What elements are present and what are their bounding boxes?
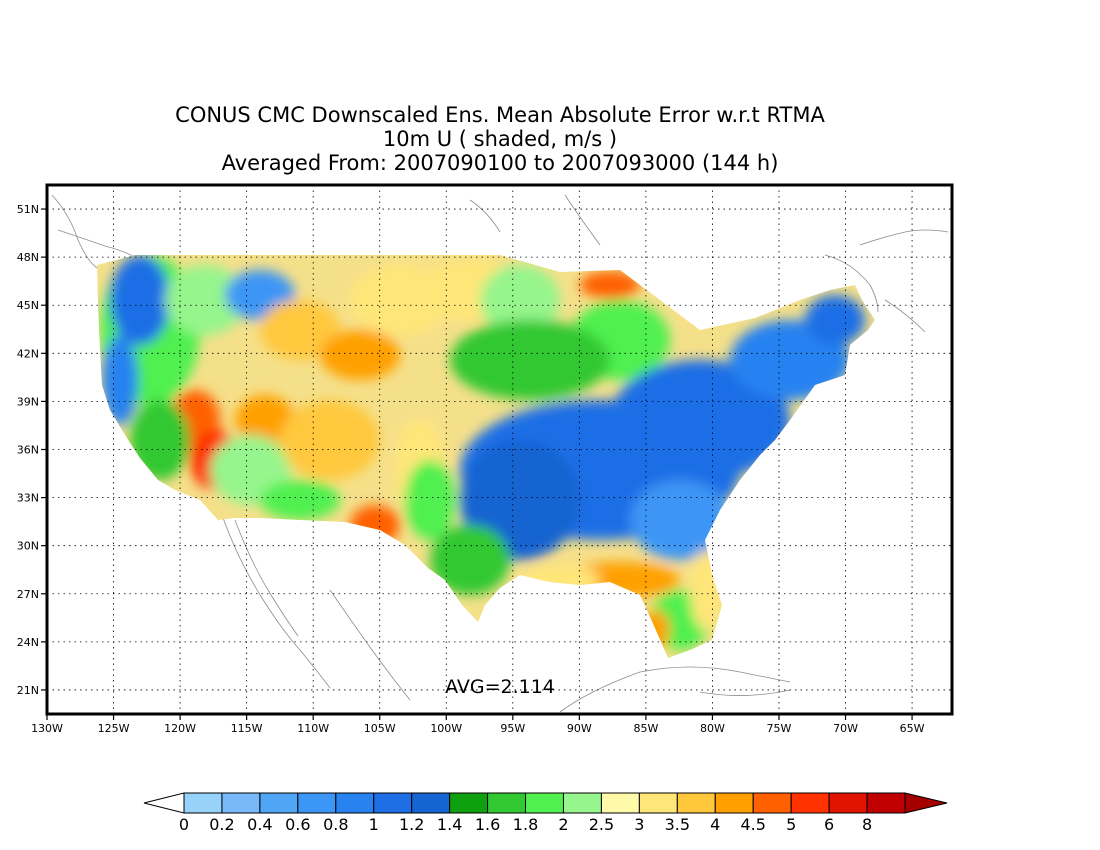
colorbar-swatch — [525, 792, 564, 814]
map-title: CONUS CMC Downscaled Ens. Mean Absolute … — [0, 103, 1000, 175]
lon-tick-label: 120W — [164, 722, 196, 735]
colorbar-swatch — [335, 792, 375, 814]
colorbar-swatch — [790, 792, 830, 814]
lon-tick-label: 130W — [31, 722, 63, 735]
colorbar-swatch — [259, 792, 299, 814]
colorbar-label: 0.4 — [247, 815, 272, 834]
lon-tick-label: 65W — [900, 722, 925, 735]
colorbar-label: 0 — [179, 815, 189, 834]
colorbar-swatch — [676, 792, 716, 814]
colorbar-swatch — [411, 792, 451, 814]
colorbar-label: 1 — [369, 815, 379, 834]
colorbar-label: 3 — [634, 815, 644, 834]
colorbar-swatch — [714, 792, 754, 814]
lon-tick-label: 85W — [633, 722, 658, 735]
lon-tick-label: 80W — [700, 722, 725, 735]
colorbar-swatch — [828, 792, 868, 814]
colorbar-label: 2 — [558, 815, 568, 834]
lon-tick-label: 95W — [500, 722, 525, 735]
lat-tick-label: 30N — [17, 540, 39, 553]
colorbar-label: 0.6 — [285, 815, 310, 834]
colorbar-swatch — [600, 792, 640, 814]
lat-tick-label: 45N — [17, 299, 39, 312]
lat-tick-label: 21N — [17, 684, 39, 697]
lon-tick-label: 70W — [833, 722, 858, 735]
lon-tick-label: 90W — [567, 722, 592, 735]
colorbar: 0 0.2 0.4 0.6 0.8 1 1.2 1.4 1.6 1.8 2 2.5 3 3.5 4 4.5 5 6… — [143, 792, 948, 834]
lat-tick-label: 36N — [17, 444, 39, 457]
lat-tick-label: 51N — [17, 203, 39, 216]
colorbar-swatch — [373, 792, 413, 814]
lon-tick-label: 105W — [364, 722, 396, 735]
colorbar-low-arrow — [143, 792, 185, 814]
lon-tick-label: 100W — [430, 722, 462, 735]
lat-tick-label: 39N — [17, 395, 39, 408]
colorbar-label: 1.8 — [513, 815, 538, 834]
colorbar-label: 0.8 — [323, 815, 348, 834]
colorbar-swatch — [297, 792, 337, 814]
colorbar-swatch — [449, 792, 489, 814]
coastlines — [51, 194, 949, 713]
lon-tick-label: 115W — [231, 722, 263, 735]
colorbar-swatch — [866, 792, 906, 814]
colorbar-label: 1.2 — [399, 815, 424, 834]
avg-annotation: AVG=2.114 — [445, 676, 555, 698]
colorbar-label: 4 — [710, 815, 720, 834]
lat-tick-label: 42N — [17, 347, 39, 360]
lon-tick-label: 110W — [297, 722, 329, 735]
lat-tick-label: 27N — [17, 588, 39, 601]
colorbar-swatch — [183, 792, 223, 814]
colorbar-label: 1.4 — [437, 815, 462, 834]
lon-tick-label: 75W — [767, 722, 792, 735]
colorbar-label: 3.5 — [665, 815, 690, 834]
lat-tick-label: 33N — [17, 492, 39, 505]
colorbar-label: 1.6 — [475, 815, 500, 834]
colorbar-label: 6 — [824, 815, 834, 834]
title-line-3: Averaged From: 2007090100 to 2007093000 … — [221, 151, 779, 175]
map-area — [47, 185, 952, 714]
colorbar-label: 4.5 — [740, 815, 765, 834]
error-field — [97, 255, 875, 658]
colorbar-high-arrow — [904, 792, 948, 814]
graticule — [47, 185, 952, 714]
colorbar-swatch — [487, 792, 527, 814]
lat-tick-label: 24N — [17, 636, 39, 649]
colorbar-label: 8 — [862, 815, 872, 834]
colorbar-swatch — [221, 792, 261, 814]
title-line-2: 10m U ( shaded, m/s ) — [382, 127, 618, 151]
colorbar-swatch — [752, 792, 792, 814]
title-line-1: CONUS CMC Downscaled Ens. Mean Absolute … — [175, 103, 825, 127]
lat-tick-label: 48N — [17, 251, 39, 264]
axis-ticks: 51N 48N 45N 42N 39N 36N 33N 30N 27N 24N 21N 130W 125… — [17, 203, 925, 735]
colorbar-swatch — [638, 792, 678, 814]
colorbar-label: 2.5 — [589, 815, 614, 834]
colorbar-label: 0.2 — [209, 815, 234, 834]
colorbar-swatch — [562, 792, 602, 814]
lon-tick-label: 125W — [98, 722, 130, 735]
colorbar-label: 5 — [786, 815, 796, 834]
